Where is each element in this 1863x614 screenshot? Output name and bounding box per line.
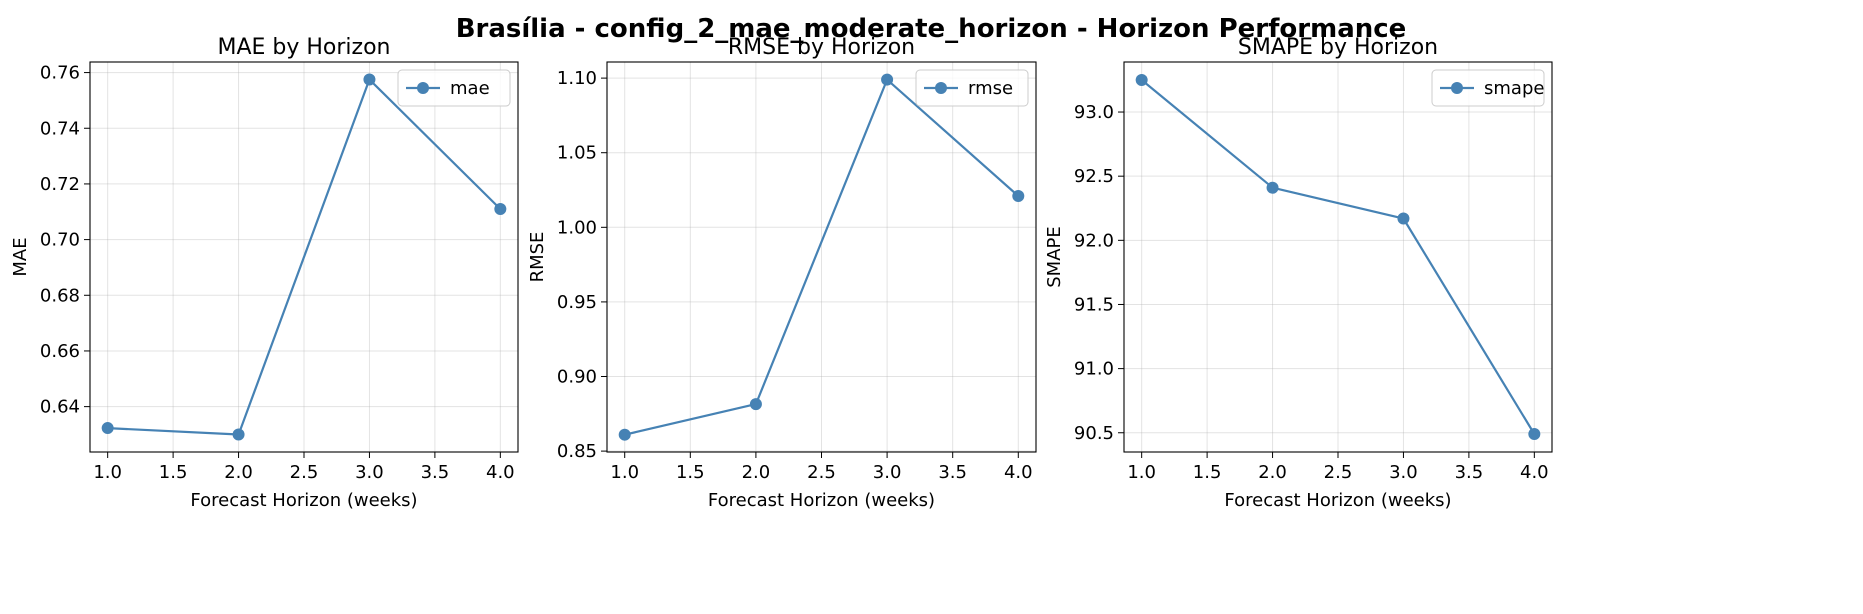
x-tick-label: 2.0 (224, 462, 253, 483)
panel-title: SMAPE by Horizon (1238, 35, 1438, 60)
axes-frame (606, 61, 1037, 453)
chart-panel-3: 1.0 1.5 2.0 2.5 3.0 3.5 4.0 90.5 91.0 91.5 92.0 92.… (1044, 35, 1553, 511)
data-point (232, 428, 245, 441)
data-point (363, 73, 376, 86)
x-tick-label: 2.5 (290, 462, 319, 483)
data-point (1135, 73, 1148, 86)
y-axis-label: MAE (10, 237, 31, 276)
legend-box (915, 69, 1029, 107)
legend-marker (935, 82, 947, 94)
x-tick-label: 4.0 (1004, 462, 1033, 483)
legend-label: rmse (968, 78, 1013, 99)
y-tick-label: 92.0 (1074, 230, 1114, 251)
legend-label: smape (1484, 78, 1544, 99)
x-tick-label: 3.5 (421, 462, 450, 483)
legend-box (397, 69, 511, 107)
x-tick-label: 4.0 (486, 462, 515, 483)
x-tick-label: 1.5 (676, 462, 705, 483)
legend: mae (397, 69, 511, 107)
x-tick-label: 2.5 (1324, 462, 1353, 483)
y-tick-label: 0.90 (557, 367, 597, 388)
y-tick-label: 1.10 (557, 68, 597, 89)
x-tick-label: 2.5 (807, 462, 836, 483)
x-axis-label: Forecast Horizon (weeks) (1224, 490, 1451, 511)
y-tick-label: 0.72 (40, 174, 80, 195)
figure-title: Brasília - config_2_mae_moderate_horizon… (456, 14, 1407, 44)
series-line-smape (1141, 79, 1536, 435)
panels: 1.0 1.5 2.0 2.5 3.0 3.5 4.0 0.64 0.66 0.68 0.70 0.7… (10, 35, 1553, 511)
y-tick-label: 93.0 (1074, 102, 1114, 123)
y-tick-label: 0.85 (557, 441, 597, 462)
x-tick-label: 3.5 (1455, 462, 1484, 483)
axes-frame (1123, 61, 1553, 453)
x-tick-label: 3.0 (355, 462, 384, 483)
x-tick-label: 3.5 (938, 462, 967, 483)
data-point (494, 202, 507, 215)
data-point (1528, 428, 1541, 441)
legend-marker (1451, 82, 1463, 94)
x-tick-label: 1.5 (159, 462, 188, 483)
y-tick-label: 0.64 (40, 397, 80, 418)
data-point (618, 428, 631, 441)
x-tick-label: 1.0 (93, 462, 122, 483)
x-tick-label: 3.0 (1389, 462, 1418, 483)
x-tick-label: 3.0 (873, 462, 902, 483)
y-tick-label: 91.5 (1074, 294, 1114, 315)
series-line-mae (107, 78, 502, 436)
data-point (749, 398, 762, 411)
x-tick-label: 2.0 (1258, 462, 1287, 483)
chart-panel-1: 1.0 1.5 2.0 2.5 3.0 3.5 4.0 0.64 0.66 0.68 0.70 0.7… (10, 35, 519, 511)
x-tick-label: 4.0 (1520, 462, 1549, 483)
x-tick-label: 2.0 (742, 462, 771, 483)
y-tick-label: 1.00 (557, 217, 597, 238)
y-tick-label: 91.0 (1074, 359, 1114, 380)
y-axis-label: SMAPE (1044, 226, 1065, 288)
x-tick-label: 1.0 (1127, 462, 1156, 483)
y-tick-label: 0.70 (40, 230, 80, 251)
data-point (1266, 181, 1279, 194)
legend: smape (1431, 69, 1545, 107)
chart-panel-2: 1.0 1.5 2.0 2.5 3.0 3.5 4.0 0.85 0.90 0.95 1.00 1.0… (527, 35, 1037, 511)
legend: rmse (915, 69, 1029, 107)
legend-marker (417, 82, 429, 94)
y-tick-label: 0.74 (40, 118, 80, 139)
x-axis-label: Forecast Horizon (weeks) (190, 490, 417, 511)
data-point (101, 422, 114, 435)
data-point (881, 73, 894, 86)
y-tick-label: 0.95 (557, 292, 597, 313)
axes-frame (89, 61, 519, 453)
data-point (1012, 189, 1025, 202)
panel-title: MAE by Horizon (217, 35, 390, 60)
y-tick-label: 1.05 (557, 143, 597, 164)
y-tick-label: 0.68 (40, 285, 80, 306)
x-tick-label: 1.0 (610, 462, 639, 483)
y-tick-label: 0.76 (40, 63, 80, 84)
panel-title: RMSE by Horizon (728, 35, 915, 60)
y-axis-label: RMSE (527, 232, 548, 283)
y-tick-label: 92.5 (1074, 166, 1114, 187)
series-line-rmse (624, 78, 1020, 436)
x-axis-label: Forecast Horizon (weeks) (708, 490, 935, 511)
y-tick-label: 0.66 (40, 341, 80, 362)
legend-label: mae (450, 78, 490, 99)
legend-box (1431, 69, 1545, 107)
data-point (1397, 212, 1410, 225)
x-tick-label: 1.5 (1193, 462, 1222, 483)
y-tick-label: 90.5 (1074, 423, 1114, 444)
